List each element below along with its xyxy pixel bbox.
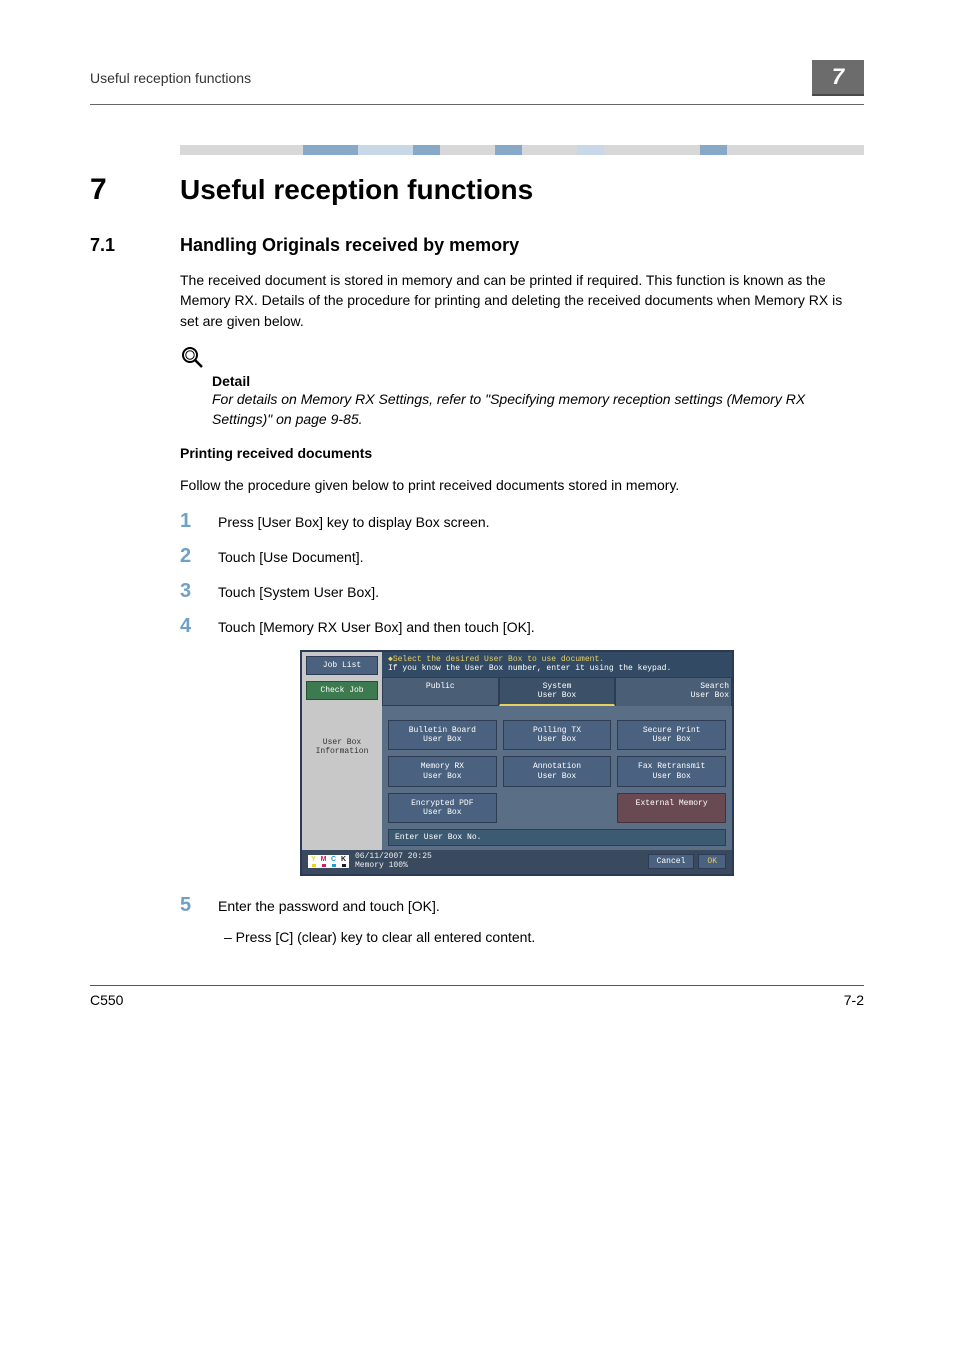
step-text: Press [User Box] key to display Box scre… <box>218 513 864 533</box>
header-rule <box>90 104 864 105</box>
running-title: Useful reception functions <box>90 70 251 86</box>
polling-tx-user-box-button[interactable]: Polling TX User Box <box>503 720 612 750</box>
tab-system-user-box[interactable]: System User Box <box>499 677 616 706</box>
footer-page-number: 7-2 <box>844 992 864 1008</box>
detail-text: For details on Memory RX Settings, refer… <box>212 389 864 430</box>
memory-rx-user-box-button[interactable]: Memory RX User Box <box>388 756 497 786</box>
user-box-info-label: User Box Information <box>306 736 378 758</box>
step-number: 5 <box>180 894 196 917</box>
job-list-button[interactable]: Job List <box>306 656 378 675</box>
toner-y-icon: Y <box>309 856 318 867</box>
check-job-button[interactable]: Check Job <box>306 681 378 700</box>
panel-main: ◆Select the desired User Box to use docu… <box>382 652 732 850</box>
steps-list-continued: 5 Enter the password and touch [OK]. – P… <box>180 894 864 945</box>
step-number: 1 <box>180 510 196 533</box>
enter-user-box-no-field[interactable]: Enter User Box No. <box>388 829 726 846</box>
page: Useful reception functions 7 7 Useful re… <box>0 0 954 1048</box>
banner-line-2: If you know the User Box number, enter i… <box>388 664 726 674</box>
panel-status-bar: Y M C K 06/11/2007 20:25 Memory 100% Can… <box>302 850 732 874</box>
panel-sidebar: Job List Check Job User Box Information <box>302 652 382 850</box>
empty-cell <box>503 793 612 823</box>
cancel-button[interactable]: Cancel <box>648 854 695 869</box>
step-text: Enter the password and touch [OK]. <box>218 897 864 917</box>
toner-m-icon: M <box>319 856 328 867</box>
toner-k-icon: K <box>339 856 348 867</box>
step-sub-item: – Press [C] (clear) key to clear all ent… <box>242 929 864 945</box>
footer-model: C550 <box>90 992 123 1008</box>
tab-public[interactable]: Public <box>382 677 499 706</box>
step-text: Touch [Use Document]. <box>218 548 864 568</box>
touch-panel: Job List Check Job User Box Information … <box>300 650 734 876</box>
detail-note: Detail For details on Memory RX Settings… <box>180 345 864 430</box>
tab-search-user-box[interactable]: Search User Box <box>615 677 732 706</box>
toner-status-icons: Y M C K <box>308 855 349 868</box>
annotation-user-box-button[interactable]: Annotation User Box <box>503 756 612 786</box>
steps-list: 1 Press [User Box] key to display Box sc… <box>180 510 864 638</box>
step-text: Touch [System User Box]. <box>218 583 864 603</box>
section-heading-text: Handling Originals received by memory <box>180 235 519 256</box>
step-number: 3 <box>180 580 196 603</box>
page-header: Useful reception functions 7 <box>90 60 864 96</box>
step-number: 4 <box>180 615 196 638</box>
content-block: 7 Useful reception functions 7.1 Handlin… <box>180 145 864 945</box>
step-item: 1 Press [User Box] key to display Box sc… <box>180 510 864 533</box>
panel-tabs: Public System User Box Search User Box <box>382 677 732 706</box>
magnifier-icon <box>180 345 864 371</box>
toner-c-icon: C <box>329 856 338 867</box>
panel-banner: ◆Select the desired User Box to use docu… <box>382 652 732 677</box>
step-item: 4 Touch [Memory RX User Box] and then to… <box>180 615 864 638</box>
chapter-heading-text: Useful reception functions <box>180 174 533 206</box>
step-item: 3 Touch [System User Box]. <box>180 580 864 603</box>
step-number: 2 <box>180 545 196 568</box>
touch-panel-screenshot: Job List Check Job User Box Information … <box>300 650 864 876</box>
chapter-heading: 7 Useful reception functions <box>90 173 864 207</box>
page-footer: C550 7-2 <box>90 985 864 1008</box>
banner-line-1: ◆Select the desired User Box to use docu… <box>388 655 726 665</box>
decorative-bar <box>180 145 864 155</box>
ok-button[interactable]: OK <box>698 854 726 869</box>
follow-paragraph: Follow the procedure given below to prin… <box>180 475 864 495</box>
step-item: 5 Enter the password and touch [OK]. <box>180 894 864 917</box>
subsection-heading: Printing received documents <box>180 445 864 461</box>
encrypted-pdf-user-box-button[interactable]: Encrypted PDF User Box <box>388 793 497 823</box>
step-text: Touch [Memory RX User Box] and then touc… <box>218 618 864 638</box>
datetime-memory-label: 06/11/2007 20:25 Memory 100% <box>355 853 432 871</box>
step-item: 2 Touch [Use Document]. <box>180 545 864 568</box>
external-memory-button[interactable]: External Memory <box>617 793 726 823</box>
detail-label: Detail <box>212 373 864 389</box>
bulletin-board-user-box-button[interactable]: Bulletin Board User Box <box>388 720 497 750</box>
fax-retransmit-user-box-button[interactable]: Fax Retransmit User Box <box>617 756 726 786</box>
section-heading-number: 7.1 <box>90 235 150 256</box>
section-heading: 7.1 Handling Originals received by memor… <box>90 235 864 256</box>
intro-paragraph: The received document is stored in memor… <box>180 270 864 331</box>
chapter-heading-number: 7 <box>90 173 150 207</box>
user-box-grid: Bulletin Board User Box Polling TX User … <box>382 712 732 827</box>
secure-print-user-box-button[interactable]: Secure Print User Box <box>617 720 726 750</box>
chapter-number-box: 7 <box>812 60 864 96</box>
